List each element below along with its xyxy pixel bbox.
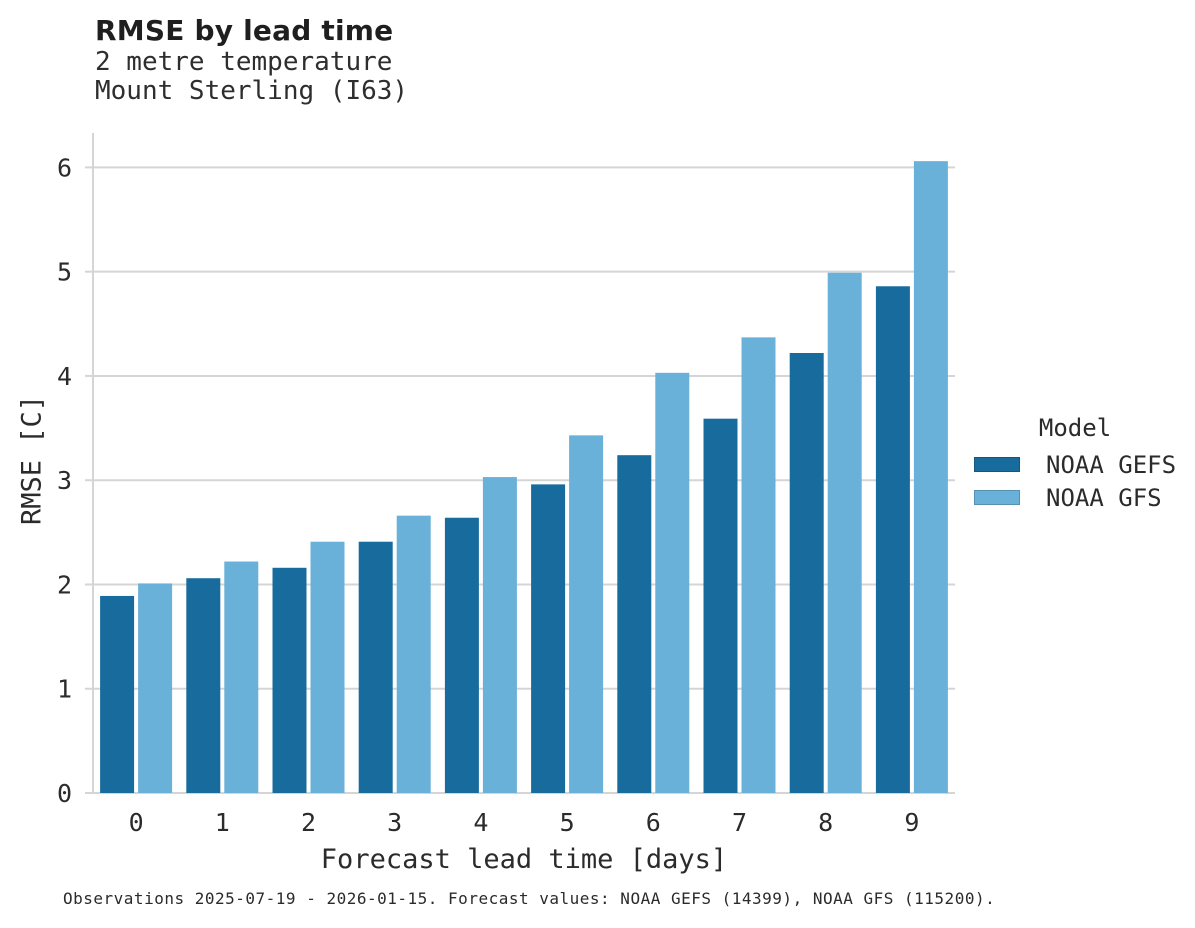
x-tick-label-9: 9 [904,808,919,837]
x-axis-label: Forecast lead time [days] [320,844,728,875]
y-tick-label-4: 4 [57,362,72,391]
bar-noaa-gfs-lead-1 [224,561,259,793]
chart-subtitle-station: Mount Sterling (I63) [95,76,409,106]
x-tick-label-8: 8 [818,808,833,837]
bar-noaa-gfs-lead-3 [396,515,431,793]
legend-swatch-noaa-gfs [974,490,1020,505]
bar-noaa-gefs-lead-1 [186,578,221,793]
legend-entries: NOAA GEFS NOAA GFS [974,448,1176,514]
bar-noaa-gfs-lead-9 [913,161,948,793]
bar-noaa-gefs-lead-8 [789,353,824,793]
bar-noaa-gefs-lead-2 [272,567,307,793]
bar-noaa-gfs-lead-8 [827,272,862,793]
bar-noaa-gefs-lead-7 [703,418,738,793]
bar-noaa-gefs-lead-9 [875,286,910,793]
bar-noaa-gfs-lead-2 [310,541,345,793]
legend: Model NOAA GEFS NOAA GFS [974,412,1176,514]
legend-title: Model [1038,414,1112,442]
caption: Observations 2025-07-19 - 2026-01-15. Fo… [63,889,996,908]
bar-noaa-gefs-lead-4 [444,517,479,793]
x-tick-label-5: 5 [560,808,575,837]
bar-noaa-gfs-lead-0 [138,583,173,793]
bar-noaa-gefs-lead-5 [531,484,566,793]
legend-label-noaa-gefs: NOAA GEFS [1046,450,1177,479]
y-tick-label-5: 5 [57,258,72,287]
x-tick-label-7: 7 [732,808,747,837]
y-axis-label: RMSE [C] [16,394,48,526]
legend-label-noaa-gfs: NOAA GFS [1046,483,1162,512]
bar-noaa-gefs-lead-0 [100,595,135,793]
x-tick-label-3: 3 [387,808,402,837]
legend-entry-noaa-gfs: NOAA GFS [974,481,1176,514]
legend-entry-noaa-gefs: NOAA GEFS [974,448,1176,481]
y-tick-label-1: 1 [57,675,72,704]
bar-noaa-gfs-lead-7 [741,337,776,793]
chart-subtitle-variable: 2 metre temperature [95,47,393,77]
x-tick-label-2: 2 [301,808,316,837]
x-tick-label-0: 0 [129,808,144,837]
bar-noaa-gfs-lead-4 [482,477,517,793]
x-tick-label-1: 1 [215,808,230,837]
y-tick-label-6: 6 [57,153,72,182]
chart-title: RMSE by lead time [95,14,394,47]
legend-swatch-noaa-gefs [974,457,1020,472]
bar-noaa-gfs-lead-6 [655,372,690,793]
y-tick-label-3: 3 [57,466,72,495]
y-tick-label-2: 2 [57,570,72,599]
x-tick-label-4: 4 [473,808,488,837]
bar-noaa-gfs-lead-5 [569,435,604,793]
bar-noaa-gefs-lead-3 [358,541,393,793]
x-tick-label-6: 6 [646,808,661,837]
bar-noaa-gefs-lead-6 [617,455,652,793]
y-tick-label-0: 0 [57,779,72,808]
chart-header: RMSE by lead time 2 metre temperature Mo… [95,14,408,106]
